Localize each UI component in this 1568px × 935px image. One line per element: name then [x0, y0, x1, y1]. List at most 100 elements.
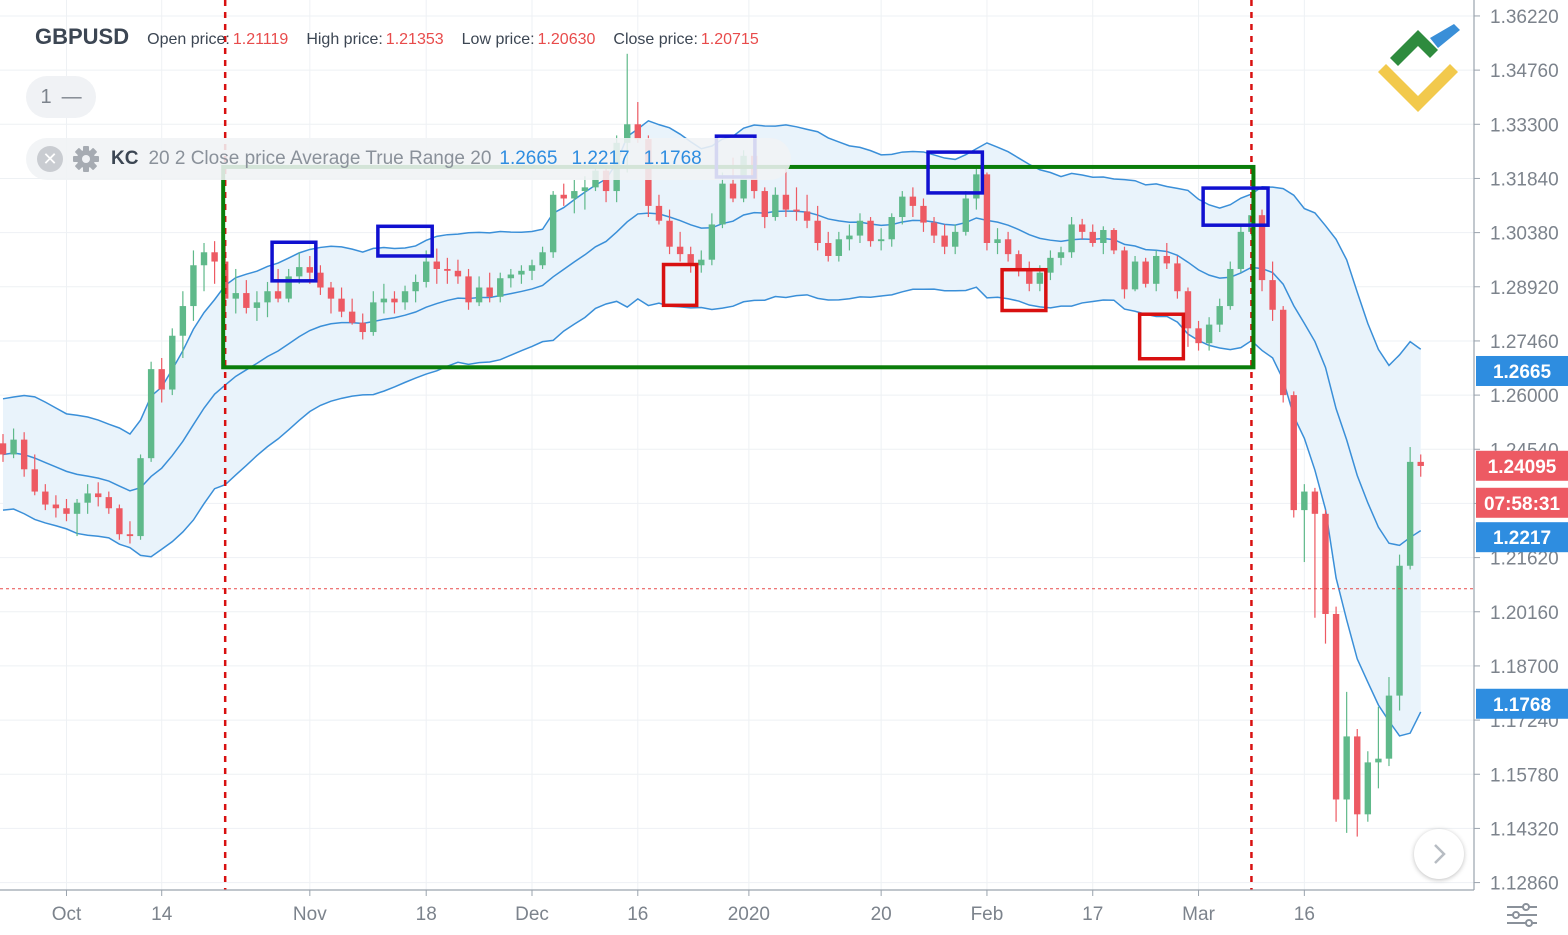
- candle: [317, 265, 324, 295]
- scroll-to-latest-button[interactable]: [1414, 829, 1464, 879]
- candle-body: [433, 261, 440, 269]
- price-badge-label: 1.2217: [1493, 528, 1551, 549]
- candle: [147, 361, 155, 462]
- x-tick-label: 16: [627, 904, 648, 925]
- candle-body: [63, 508, 70, 514]
- candle: [1047, 250, 1054, 281]
- candle: [433, 248, 440, 284]
- candle: [253, 291, 261, 321]
- candle: [1004, 231, 1012, 262]
- candle: [1100, 226, 1107, 255]
- upper-touch-box: [270, 240, 318, 283]
- candle: [264, 281, 271, 318]
- channel-fill: [3, 120, 1421, 736]
- candle-body: [1195, 328, 1202, 344]
- candle-body: [1396, 565, 1403, 696]
- price-badge-label: 1.2665: [1493, 362, 1552, 383]
- candle-body: [370, 302, 377, 333]
- candle: [1078, 218, 1086, 240]
- candle-body: [327, 287, 335, 299]
- candle: [1205, 317, 1213, 351]
- candle: [708, 213, 716, 266]
- y-tick-label: 1.15780: [1490, 765, 1559, 786]
- candle: [1121, 246, 1128, 299]
- candle-body: [952, 231, 959, 247]
- ohlc-header: GBPUSD Open price: 1.21119 High price: 1…: [35, 24, 777, 50]
- remove-indicator-button[interactable]: ✕: [37, 146, 63, 172]
- candle: [1227, 261, 1234, 310]
- candle-body: [348, 311, 356, 323]
- candle: [10, 428, 17, 459]
- candle-body: [698, 259, 705, 266]
- settings-sliders-icon[interactable]: [1504, 900, 1540, 930]
- candle: [63, 498, 70, 522]
- indicator-upper-value: 1.2665: [499, 148, 558, 169]
- candle-body: [338, 298, 345, 312]
- candle: [211, 241, 218, 284]
- y-tick-label: 1.34760: [1490, 61, 1559, 82]
- low-price-value: 1.20630: [537, 31, 596, 48]
- candle-body: [1174, 263, 1181, 292]
- candle-body: [676, 246, 684, 255]
- candle: [285, 268, 292, 303]
- indicator-params: 20 2 Close price Average True Range 20: [148, 148, 492, 169]
- candle: [327, 281, 335, 314]
- candle-body: [126, 534, 134, 537]
- candle-body: [137, 458, 144, 537]
- interval-selector[interactable]: 1 —: [26, 76, 96, 118]
- candle-body: [306, 267, 314, 273]
- gear-icon[interactable]: [71, 144, 101, 174]
- candle-body: [560, 194, 567, 199]
- candle: [1195, 320, 1202, 351]
- candle: [1417, 454, 1424, 477]
- candle-body: [708, 224, 716, 260]
- candle-body: [1004, 239, 1012, 255]
- upper-touch-box: [926, 150, 985, 195]
- candle-body: [899, 196, 906, 218]
- candle-body: [169, 335, 176, 390]
- x-tick-label: Oct: [52, 904, 82, 925]
- candle: [158, 358, 165, 403]
- candle-body: [1068, 224, 1075, 253]
- candle-body: [1036, 272, 1044, 284]
- candle-body: [253, 302, 261, 308]
- candle: [655, 194, 663, 225]
- candle: [803, 194, 811, 229]
- y-tick-label: 1.31840: [1490, 169, 1559, 190]
- x-tick-label: 14: [151, 904, 173, 925]
- candle-body: [1269, 280, 1276, 310]
- candle: [867, 217, 874, 247]
- candle-body: [264, 291, 271, 303]
- candle: [1290, 391, 1297, 518]
- candle: [899, 191, 906, 225]
- candle-body: [454, 270, 462, 277]
- candle-body: [581, 187, 589, 192]
- candle: [719, 172, 726, 229]
- candle-body: [1184, 291, 1192, 329]
- lower-touch-box: [661, 262, 699, 308]
- candle: [571, 179, 578, 214]
- candle-body: [31, 469, 38, 492]
- y-tick-label: 1.14320: [1490, 819, 1559, 840]
- candle-body: [1110, 230, 1118, 251]
- candle-body: [1237, 231, 1245, 269]
- candle-body: [1385, 695, 1393, 759]
- candle-body: [687, 254, 694, 266]
- candle: [465, 268, 472, 310]
- candle: [539, 246, 546, 269]
- candle-body: [84, 493, 91, 503]
- candle: [877, 228, 885, 251]
- candle: [338, 287, 345, 318]
- candle-body: [962, 198, 969, 232]
- price-badge: [1476, 355, 1568, 386]
- x-tick-label: 20: [871, 904, 892, 925]
- candle: [1153, 250, 1160, 292]
- candle: [676, 231, 684, 262]
- candle-body: [1279, 309, 1287, 396]
- candle: [814, 205, 821, 251]
- candle: [232, 268, 239, 314]
- price-badge: [1476, 450, 1568, 481]
- candle: [1237, 224, 1245, 273]
- candle: [31, 454, 38, 496]
